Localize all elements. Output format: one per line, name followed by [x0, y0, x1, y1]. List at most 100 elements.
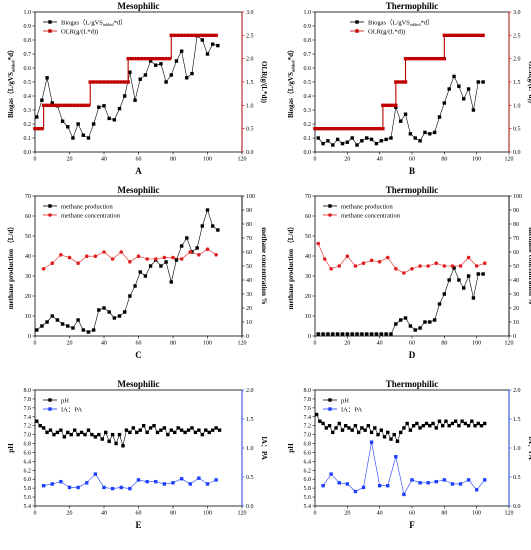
data-point	[164, 56, 168, 61]
y-tick-label: 0.1	[24, 136, 32, 142]
y2-tick-label: 40	[513, 278, 519, 284]
data-point	[355, 126, 359, 131]
y2-tick-label: 2.0	[246, 388, 254, 394]
data-point	[148, 264, 153, 268]
legend-marker	[328, 407, 332, 411]
data-point	[152, 423, 156, 428]
y2-tick-label: 2.5	[246, 33, 254, 39]
data-point	[200, 33, 205, 38]
data-point	[176, 426, 180, 430]
data-point	[458, 264, 463, 268]
y-tick-label: 0.3	[24, 108, 32, 114]
data-point	[81, 133, 85, 137]
data-point	[398, 318, 403, 322]
data-point	[76, 432, 80, 437]
y-tick-label: 5.6	[24, 495, 32, 501]
data-point	[394, 103, 398, 108]
data-point	[109, 80, 113, 84]
data-point	[369, 440, 374, 444]
y-tick-label: 7.8	[304, 397, 312, 403]
data-point	[197, 253, 201, 257]
data-point	[205, 482, 210, 486]
data-point	[420, 56, 424, 61]
data-point	[71, 136, 75, 140]
y-tick-label: 1.0	[24, 10, 32, 16]
y-tick-label: 6.4	[24, 459, 32, 465]
data-point	[91, 80, 96, 84]
data-point	[112, 118, 117, 122]
data-point	[123, 80, 127, 84]
data-point	[85, 481, 89, 485]
data-point	[390, 103, 395, 108]
y2-axis-label: methane concentration %	[527, 227, 531, 304]
data-point	[381, 126, 385, 131]
data-point	[76, 318, 80, 322]
data-point	[462, 33, 466, 38]
data-point	[344, 423, 348, 428]
x-tick-label: 80	[441, 157, 447, 163]
data-point	[321, 332, 325, 336]
data-point	[377, 484, 382, 488]
data-point	[176, 33, 180, 38]
data-point	[119, 250, 124, 254]
y2-tick-label: 60	[513, 250, 519, 256]
y-tick-label: 0.9	[304, 24, 312, 30]
data-point	[481, 33, 485, 38]
data-point	[379, 139, 383, 143]
data-point	[62, 435, 67, 439]
data-point	[385, 255, 390, 260]
data-point	[98, 80, 103, 84]
data-point	[148, 59, 153, 63]
data-point	[458, 482, 463, 486]
data-point	[207, 430, 211, 435]
data-point	[377, 260, 382, 264]
data-point	[35, 419, 39, 423]
data-point	[381, 103, 385, 108]
x-tick-label: 20	[344, 157, 350, 163]
data-point	[403, 316, 408, 320]
y2-tick-label: 70	[513, 236, 519, 242]
legend-item: methane production	[323, 203, 394, 210]
data-point	[483, 478, 487, 482]
y-axis-label: Biogas（L/gVSadded*d）	[287, 46, 296, 118]
y-tick-label: 0.9	[24, 24, 32, 30]
y2-tick-label: 2.0	[246, 57, 254, 63]
data-point	[207, 33, 211, 38]
data-point	[200, 432, 205, 437]
data-point	[374, 126, 379, 131]
data-point	[360, 332, 364, 336]
data-point	[145, 257, 149, 261]
data-point	[174, 258, 179, 262]
x-tick-label: 100	[472, 341, 481, 347]
data-point	[392, 432, 396, 437]
data-point	[442, 33, 447, 38]
data-point	[424, 421, 429, 426]
data-point	[474, 264, 479, 268]
data-point	[398, 119, 403, 123]
data-point	[97, 105, 101, 109]
x-tick-label: 120	[505, 341, 514, 347]
data-point	[418, 426, 422, 430]
data-point	[474, 488, 479, 492]
y2-axis-label: methane concentration %	[260, 227, 268, 304]
x-tick-label: 80	[170, 511, 176, 517]
data-point	[121, 444, 125, 448]
legend-label: Biogas（L/gVSadded*d）	[61, 18, 127, 27]
x-tick-label: 0	[34, 341, 37, 347]
data-point	[79, 103, 84, 108]
data-point	[442, 101, 447, 105]
data-point	[458, 33, 463, 38]
data-point	[179, 428, 184, 432]
data-point	[423, 56, 427, 61]
y-tick-label: 6.2	[24, 468, 32, 474]
data-point	[402, 426, 406, 430]
data-point	[347, 426, 351, 430]
y-tick-label: 5.8	[24, 486, 32, 492]
data-point	[143, 73, 148, 77]
y2-tick-label: 100	[513, 194, 522, 200]
data-point	[337, 481, 341, 485]
y-tick-label: 5.6	[304, 495, 312, 501]
data-point	[143, 56, 148, 61]
x-tick-label: 100	[203, 511, 212, 517]
legend-item: Biogas（L/gVSadded*d）	[350, 18, 434, 27]
